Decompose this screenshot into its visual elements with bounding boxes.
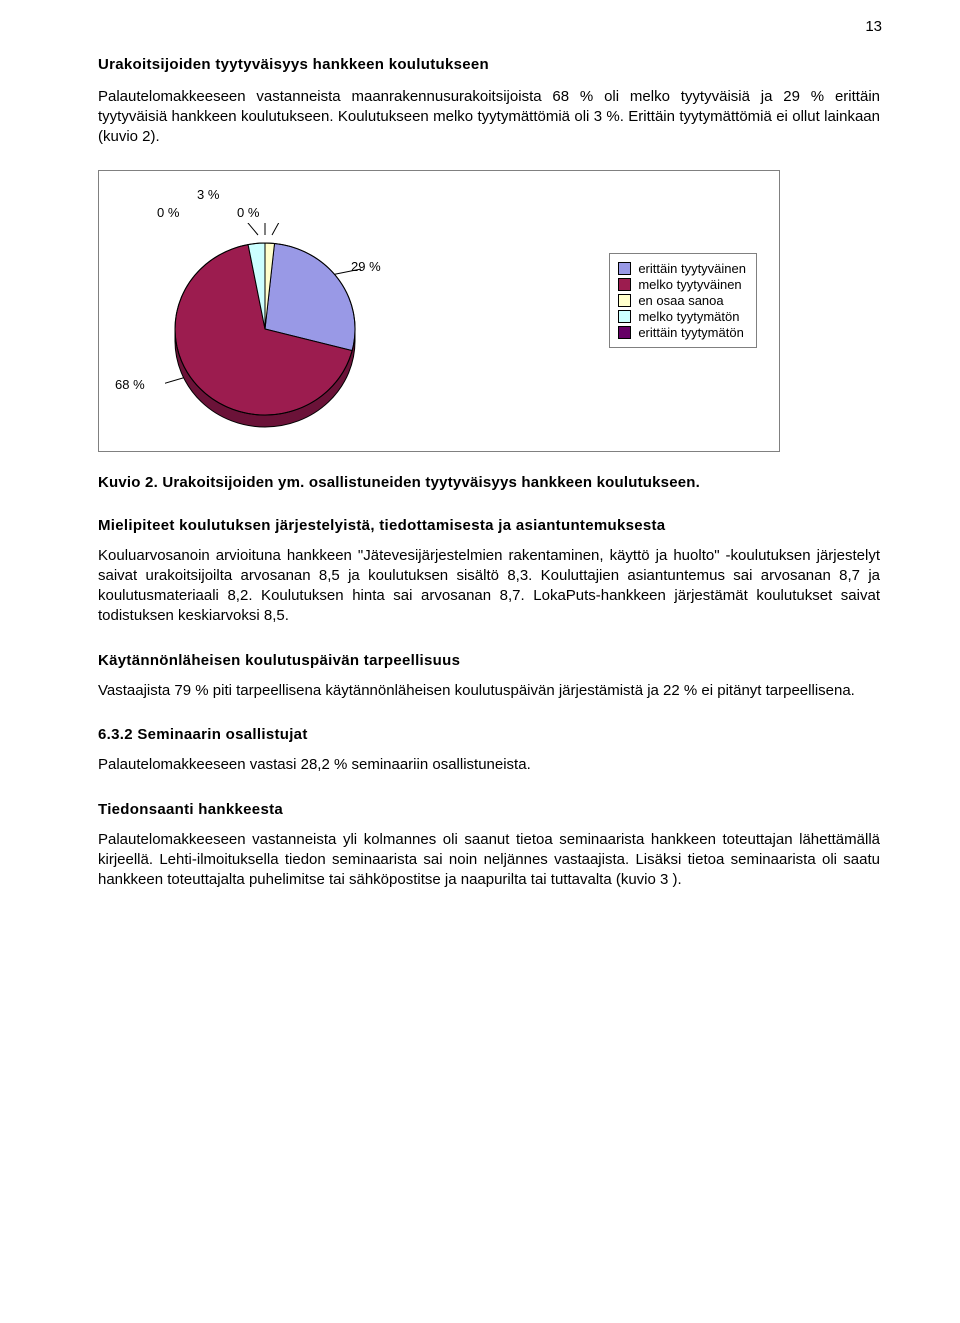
heading-practical-day: Käytännönläheisen koulutuspäivän tarpeel… xyxy=(98,652,880,669)
pie-svg xyxy=(165,223,385,429)
legend-label: melko tyytyväinen xyxy=(638,277,741,292)
legend-swatch xyxy=(618,310,631,323)
heading-info-source: Tiedonsaanti hankkeesta xyxy=(98,801,880,818)
paragraph-intro: Palautelomakkeeseen vastanneista maanrak… xyxy=(98,87,880,146)
pie-legend: erittäin tyytyväinen melko tyytyväinen e… xyxy=(609,253,757,348)
heading-contractor-satisfaction: Urakoitsijoiden tyytyväisyys hankkeen ko… xyxy=(98,56,880,73)
pie-label-3pct: 3 % xyxy=(197,187,219,202)
page-number: 13 xyxy=(865,18,882,35)
legend-item: melko tyytyväinen xyxy=(618,277,746,292)
legend-item: erittäin tyytyväinen xyxy=(618,261,746,276)
legend-swatch xyxy=(618,294,631,307)
page: 13 Urakoitsijoiden tyytyväisyys hankkeen… xyxy=(0,0,960,1323)
legend-item: melko tyytymätön xyxy=(618,309,746,324)
legend-label: erittäin tyytymätön xyxy=(638,325,744,340)
legend-label: en osaa sanoa xyxy=(638,293,723,308)
pie-label-68pct: 68 % xyxy=(115,377,145,392)
legend-swatch xyxy=(618,278,631,291)
paragraph-seminar-response: Palautelomakkeeseen vastasi 28,2 % semin… xyxy=(98,755,880,775)
legend-item: erittäin tyytymätön xyxy=(618,325,746,340)
paragraph-practical-day: Vastaajista 79 % piti tarpeellisena käyt… xyxy=(98,681,880,701)
legend-swatch xyxy=(618,326,631,339)
caption-text: Urakoitsijoiden ym. osallistuneiden tyyt… xyxy=(158,474,700,491)
legend-label: erittäin tyytyväinen xyxy=(638,261,746,276)
figure-caption: Kuvio 2. Urakoitsijoiden ym. osallistune… xyxy=(98,474,880,491)
paragraph-opinions: Kouluarvosanoin arvioituna hankkeen "Jät… xyxy=(98,546,880,625)
caption-label: Kuvio 2. xyxy=(98,474,158,491)
paragraph-info-source: Palautelomakkeeseen vastanneista yli kol… xyxy=(98,830,880,889)
pie-label-0pct-right: 0 % xyxy=(237,205,259,220)
heading-opinions: Mielipiteet koulutuksen järjestelyistä, … xyxy=(98,517,880,534)
pie-chart-frame: 3 % 0 % 0 % 29 % 68 % xyxy=(98,170,780,452)
pie-chart: 3 % 0 % 0 % 29 % 68 % xyxy=(165,223,385,429)
legend-label: melko tyytymätön xyxy=(638,309,739,324)
pie-label-0pct-left: 0 % xyxy=(157,205,179,220)
legend-item: en osaa sanoa xyxy=(618,293,746,308)
heading-seminar-participants: 6.3.2 Seminaarin osallistujat xyxy=(98,726,880,743)
legend-swatch xyxy=(618,262,631,275)
